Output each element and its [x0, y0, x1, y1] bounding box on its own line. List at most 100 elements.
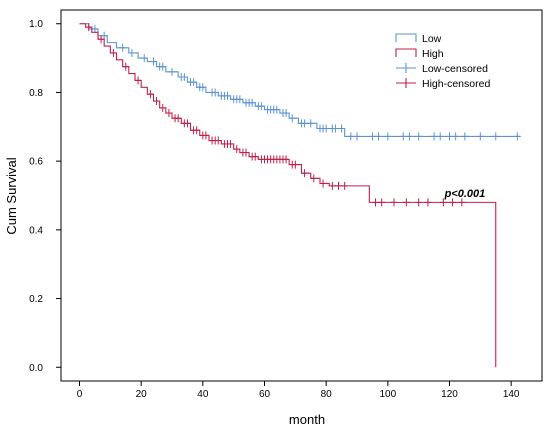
- legend-item-low: Low: [395, 33, 442, 45]
- x-tick-label: 0: [77, 389, 83, 400]
- legend-swatch: [396, 78, 416, 88]
- censor-mark-high: [109, 48, 117, 57]
- censor-mark-low: [492, 132, 500, 141]
- censor-mark-low: [236, 95, 244, 104]
- censor-mark-high: [402, 198, 410, 207]
- censor-mark-high: [458, 198, 466, 207]
- censor-mark-high: [341, 181, 349, 190]
- censor-mark-high: [153, 97, 161, 106]
- censor-mark-low: [282, 109, 290, 118]
- censor-mark-high: [291, 160, 299, 169]
- censor-mark-high: [378, 198, 386, 207]
- censor-mark-low: [168, 67, 176, 76]
- series-line-low: [79, 23, 521, 137]
- plot-frame: [60, 9, 543, 382]
- censor-mark-high: [174, 114, 182, 123]
- legend-label: High: [422, 48, 444, 60]
- censor-mark-low: [338, 124, 346, 133]
- censor-mark-low: [150, 57, 157, 66]
- censor-mark-high: [202, 131, 210, 140]
- censor-mark-low: [91, 24, 99, 33]
- y-tick-label: 0.2: [29, 294, 43, 305]
- censor-mark-low: [199, 83, 207, 92]
- x-tick-label: 80: [321, 389, 333, 400]
- x-tick-label: 20: [136, 389, 148, 400]
- censor-mark-low: [452, 132, 460, 141]
- censor-mark-low: [301, 119, 309, 128]
- censor-mark-high: [449, 198, 457, 207]
- censor-mark-low: [368, 132, 376, 141]
- legend-swatch: [396, 63, 416, 73]
- censor-mark-low: [307, 119, 315, 128]
- censor-mark-high: [242, 148, 250, 157]
- censor-mark-high: [424, 198, 432, 207]
- legend-item-low-censored: Low-censored: [396, 63, 488, 75]
- y-tick-label: 1.0: [29, 19, 43, 30]
- legend-swatch: [395, 48, 417, 57]
- censor-mark-low: [399, 132, 407, 141]
- x-tick-label: 60: [259, 389, 271, 400]
- x-axis-title: month: [289, 412, 325, 427]
- censor-mark-low: [257, 102, 265, 111]
- y-tick-label: 0.6: [29, 157, 43, 168]
- censor-mark-high: [335, 181, 342, 190]
- censor-mark-high: [159, 103, 167, 112]
- censor-mark-high: [282, 155, 290, 164]
- censor-mark-high: [165, 109, 173, 118]
- legend-label: Low: [422, 33, 442, 45]
- censor-mark-high: [85, 23, 93, 32]
- series-high: [79, 23, 497, 368]
- censor-mark-high: [439, 198, 447, 207]
- censor-mark-low: [190, 78, 198, 87]
- legend: Low High Low-censored High-censored: [395, 33, 490, 90]
- censor-mark-low: [446, 132, 453, 141]
- censor-mark-high: [122, 62, 130, 71]
- censor-mark-low: [119, 43, 127, 52]
- legend-swatch: [395, 33, 417, 42]
- censor-mark-high: [97, 35, 105, 44]
- censor-mark-high: [183, 119, 191, 128]
- legend-item-high-censored: High-censored: [396, 78, 490, 90]
- legend-label: Low-censored: [422, 63, 488, 75]
- legend-label: High-censored: [422, 78, 490, 90]
- p-value-annotation: p<0.001: [444, 188, 486, 200]
- censor-mark-high: [310, 174, 318, 183]
- x-tick-label: 100: [379, 389, 396, 400]
- censor-mark-low: [273, 105, 281, 114]
- x-tick-label: 120: [441, 389, 458, 400]
- censor-mark-low: [436, 132, 444, 141]
- y-axis-title: Cum Survival: [4, 157, 19, 234]
- censor-mark-low: [476, 132, 484, 141]
- censor-mark-high: [415, 198, 423, 207]
- x-axis: 0 20 40 60 80 100 120 140: [77, 381, 520, 400]
- x-tick-label: 40: [197, 389, 209, 400]
- censor-mark-low: [415, 132, 423, 141]
- censor-mark-low: [288, 114, 296, 123]
- legend-item-high: High: [395, 48, 444, 60]
- censor-mark-high: [134, 76, 142, 85]
- censor-mark-low: [331, 124, 339, 133]
- censor-mark-low: [322, 124, 330, 133]
- censor-mark-high: [301, 169, 309, 178]
- censor-mark-high: [227, 139, 235, 148]
- censor-mark-low: [224, 91, 231, 100]
- censor-mark-low: [405, 132, 413, 141]
- censor-mark-high: [233, 145, 241, 154]
- censor-mark-low: [353, 132, 361, 141]
- censor-mark-low: [513, 132, 521, 141]
- censor-mark-low: [248, 98, 256, 107]
- series-layer: [79, 23, 521, 368]
- censor-mark-low: [100, 31, 108, 40]
- censor-mark-low: [159, 62, 167, 71]
- y-tick-label: 0.0: [29, 363, 43, 374]
- censor-mark-low: [430, 132, 438, 141]
- censor-mark-low: [128, 48, 136, 57]
- censor-mark-high: [390, 198, 398, 207]
- censor-mark-high: [146, 90, 154, 99]
- censor-mark-low: [211, 88, 219, 97]
- censor-mark-low: [384, 132, 392, 141]
- censor-mark-low: [375, 132, 383, 141]
- censor-mark-high: [193, 126, 201, 135]
- censor-mark-high: [319, 179, 327, 188]
